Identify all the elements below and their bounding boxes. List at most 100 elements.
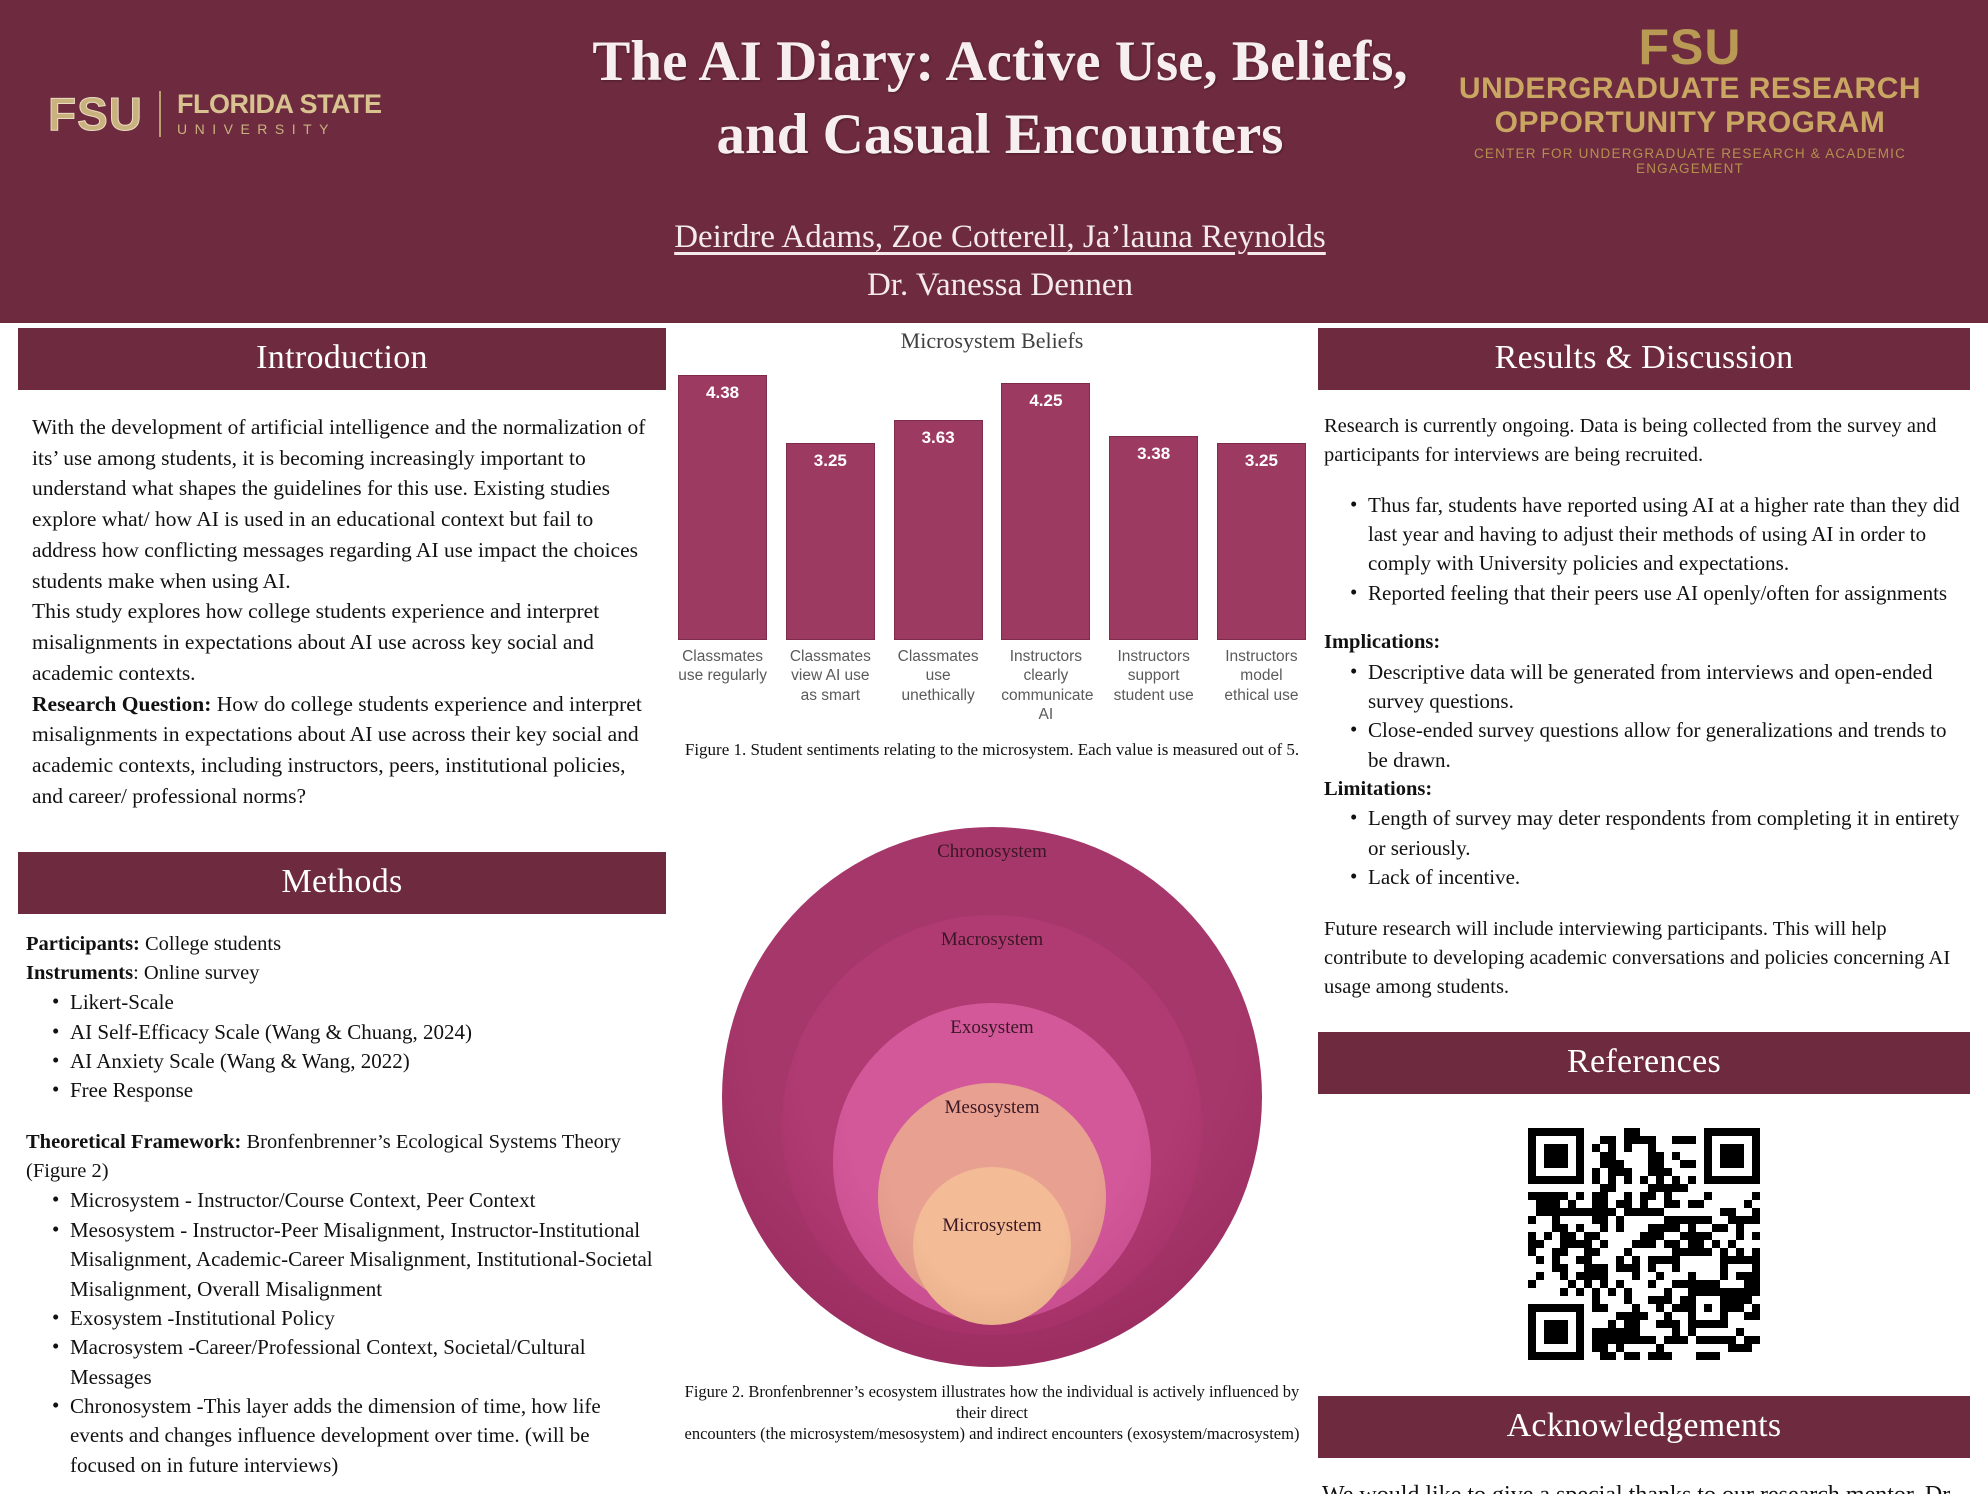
results-heading: Results & Discussion xyxy=(1318,328,1970,390)
figure-2-caption: Figure 2. Bronfenbrenner’s ecosystem ill… xyxy=(672,1381,1312,1445)
results-body: Research is currently ongoing. Data is b… xyxy=(1318,412,1970,1002)
list-item: Reported feeling that their peers use AI… xyxy=(1346,578,1964,608)
implications-label: Implications: xyxy=(1324,631,1441,654)
figure-2-caption-line1: Figure 2. Bronfenbrenner’s ecosystem ill… xyxy=(684,1381,1300,1423)
list-item: Lack of incentive. xyxy=(1346,862,1964,892)
left-column: Introduction With the development of art… xyxy=(18,328,666,1494)
list-item: AI Self-Efficacy Scale (Wang & Chuang, 2… xyxy=(48,1017,658,1047)
participants-label: Participants: xyxy=(26,932,140,955)
results-paragraph-2: Future research will include interviewin… xyxy=(1324,917,1951,999)
chart-bars: 4.38 3.25 3.63 4.25 3.38 3.25 xyxy=(678,360,1306,640)
introduction-paragraph-1: With the development of artificial intel… xyxy=(32,415,646,593)
middle-column: Microsystem Beliefs 4.38 3.25 3.63 4.25 3.38… xyxy=(672,328,1312,1445)
urop-fsu-wordmark-icon: FSU xyxy=(1638,19,1742,75)
x-axis-label: Classmates use regularly xyxy=(678,648,767,685)
bar-value-label: 4.25 xyxy=(1029,390,1063,410)
spacer xyxy=(26,1106,658,1128)
list-item: Chronosystem -This layer adds the dimens… xyxy=(48,1391,658,1480)
qr-code-icon[interactable] xyxy=(1528,1128,1760,1361)
framework-list: Microsystem - Instructor/Course Context,… xyxy=(48,1185,658,1480)
list-item: Macrosystem -Career/Professional Context… xyxy=(48,1332,658,1392)
bar: 3.63 xyxy=(893,420,983,640)
bar: 4.25 xyxy=(1001,382,1091,640)
research-question-text: How do college students experience and i… xyxy=(32,691,642,808)
logo-divider xyxy=(159,90,161,137)
figure-1-caption: Figure 1. Student sentiments relating to… xyxy=(684,739,1300,759)
urop-line1: UNDERGRADUATE RESEARCH xyxy=(1458,72,1922,105)
list-item: Exosystem -Institutional Policy xyxy=(48,1303,658,1333)
list-item: Mesosystem - Instructor-Peer Misalignmen… xyxy=(48,1215,658,1304)
framework-label: Theoretical Framework: xyxy=(26,1130,242,1153)
urop-line3: CENTER FOR UNDERGRADUATE RESEARCH & ACAD… xyxy=(1473,146,1907,177)
fsu-logo-words: FLORIDA STATE UNIVERSITY xyxy=(177,90,382,138)
fsu-logo: FSU FLORIDA STATE UNIVERSITY xyxy=(48,87,382,140)
x-axis-label: Classmates use unethically xyxy=(897,648,979,704)
x-axis-label: Instructors support student use xyxy=(1113,648,1194,704)
bar-value-label: 3.63 xyxy=(921,428,955,448)
instruments-list: Likert-Scale AI Self-Efficacy Scale (Wan… xyxy=(48,987,658,1106)
qr-code-svg xyxy=(1528,1128,1760,1361)
framework-line: Theoretical Framework: Bronfenbrenner’s … xyxy=(26,1128,658,1187)
introduction-paragraph-2: This study explores how college students… xyxy=(32,599,600,685)
fsu-logo-line2: UNIVERSITY xyxy=(177,121,337,138)
list-item: Thus far, students have reported using A… xyxy=(1346,490,1964,579)
methods-heading: Methods xyxy=(18,851,666,914)
bar-value-label: 3.25 xyxy=(813,451,847,471)
list-item: Descriptive data will be generated from … xyxy=(1346,657,1964,717)
list-item: Microsystem - Instructor/Course Context,… xyxy=(48,1185,658,1215)
bronfenbrenner-diagram: Chronosystem Macrosystem Exosystem Mesos… xyxy=(695,826,1289,1367)
references-heading: References xyxy=(1318,1032,1970,1095)
layer-label: Exosystem xyxy=(950,1016,1034,1038)
bar-group: 3.25 xyxy=(785,360,875,640)
spacer xyxy=(1324,893,1964,915)
results-bullets: Thus far, students have reported using A… xyxy=(1346,490,1964,609)
instruments-value: : Online survey xyxy=(133,961,260,984)
framework-value: Bronfenbrenner’s Ecological Systems Theo… xyxy=(26,1130,621,1183)
urop-logo: FSU UNDERGRADUATE RESEARCH OPPORTUNITY P… xyxy=(1430,22,1950,176)
bar-value-label: 4.38 xyxy=(706,383,740,403)
layer-label: Macrosystem xyxy=(940,928,1044,950)
instruments-line: Instruments: Online survey xyxy=(26,959,658,988)
implications-list: Descriptive data will be generated from … xyxy=(1346,657,1964,776)
author-list: Deirdre Adams, Zoe Cotterell, Ja’launa R… xyxy=(674,219,1326,255)
bar-group: 3.38 xyxy=(1109,360,1199,640)
bar-value-label: 3.38 xyxy=(1137,443,1171,463)
limitations-list: Length of survey may deter respondents f… xyxy=(1346,803,1964,892)
bar-group: 4.25 xyxy=(1001,360,1091,640)
layer-label: Microsystem xyxy=(942,1214,1042,1236)
introduction-body: With the development of artificial intel… xyxy=(18,412,666,812)
spacer xyxy=(26,1480,658,1494)
spacer xyxy=(1324,608,1964,628)
list-item: Length of survey may deter respondents f… xyxy=(1346,803,1964,863)
list-item: Free Response xyxy=(48,1075,658,1105)
bar: 3.38 xyxy=(1109,435,1199,640)
microsystem-beliefs-chart: 4.38 3.25 3.63 4.25 3.38 3.25 xyxy=(672,360,1312,640)
circle-microsystem: Microsystem xyxy=(913,1166,1071,1325)
spacer xyxy=(1324,471,1964,491)
research-question-label: Research Question: xyxy=(32,691,212,716)
chart-x-axis-labels: Classmates use regularly Classmates view … xyxy=(672,647,1312,725)
bar: 3.25 xyxy=(1216,443,1306,640)
methods-body: Participants: College students Instrumen… xyxy=(18,930,666,1494)
figure-2-caption-line2: encounters (the microsystem/mesosystem) … xyxy=(684,1424,1300,1444)
bar-group: 4.38 xyxy=(678,360,768,640)
poster-title: The AI Diary: Active Use, Beliefs, and C… xyxy=(560,26,1440,172)
research-question: Research Question: How do college studen… xyxy=(32,689,652,812)
urop-line2: OPPORTUNITY PROGRAM xyxy=(1494,105,1886,139)
list-item: Likert-Scale xyxy=(48,987,658,1017)
layer-label: Chronosystem xyxy=(937,840,1047,862)
instruments-label: Instruments xyxy=(26,961,134,984)
participants-value: College students xyxy=(139,932,282,955)
list-item: AI Anxiety Scale (Wang & Wang, 2022) xyxy=(48,1046,658,1076)
bar-group: 3.25 xyxy=(1216,360,1306,640)
chart-title: Microsystem Beliefs xyxy=(900,328,1084,353)
limitations-label: Limitations: xyxy=(1324,778,1433,801)
x-axis-label: Instructors clearly communicate AI xyxy=(1001,648,1094,724)
participants-line: Participants: College students xyxy=(26,930,658,959)
x-axis-label: Instructors model ethical use xyxy=(1224,648,1299,704)
fsu-wordmark-icon: FSU xyxy=(48,87,143,140)
poster-title-line2: and Casual Encounters xyxy=(716,102,1284,166)
x-axis-label: Classmates view AI use as smart xyxy=(789,648,871,704)
bar-value-label: 3.25 xyxy=(1244,451,1278,471)
